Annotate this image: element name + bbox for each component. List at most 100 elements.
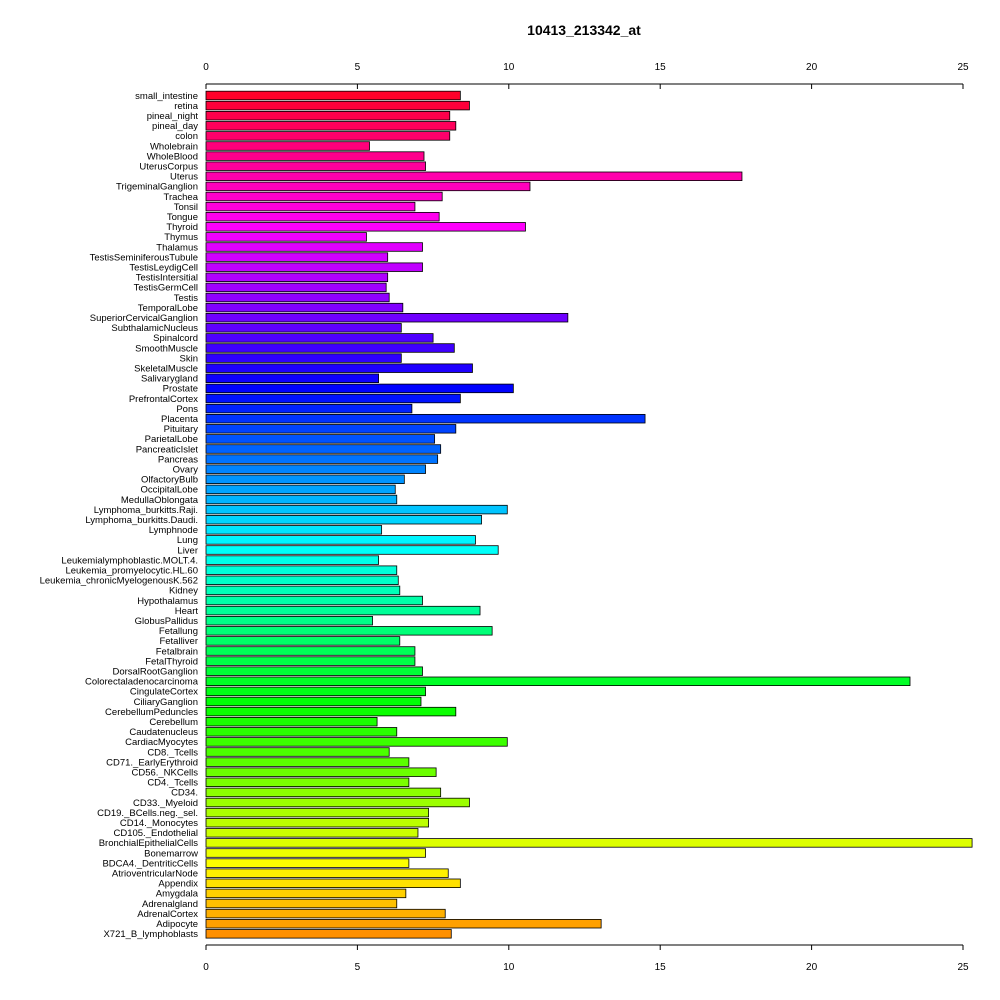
category-label: X721_B_lymphoblasts [103, 929, 198, 940]
bar [205, 616, 373, 626]
bar [205, 222, 526, 232]
category-label: CardiacMyocytes [125, 737, 198, 748]
category-label: CD8._Tcells [147, 747, 198, 758]
category-label: Fetalbrain [156, 646, 198, 657]
category-label: BronchialEpithelialCells [99, 838, 199, 849]
bar [205, 747, 390, 757]
category-label: Thymus [164, 232, 198, 243]
category-label: CD56._NKCells [131, 768, 198, 779]
bar [205, 828, 419, 838]
category-label: CiliaryGanglion [134, 697, 198, 708]
category-label: Ovary [173, 465, 199, 476]
category-label: Pons [176, 404, 198, 415]
bar [205, 737, 508, 747]
category-label: Lymphnode [149, 525, 198, 536]
category-label: Leukemia_promyelocytic.HL.60 [65, 566, 198, 577]
bar [205, 585, 401, 596]
bar [205, 393, 461, 404]
bar [205, 141, 370, 151]
category-label: Caudatenucleus [129, 727, 198, 738]
bar [205, 898, 398, 909]
bar [205, 717, 378, 727]
top-x-axis: 0 5 10 15 20 25 [203, 62, 969, 89]
category-label: Trachea [164, 192, 199, 203]
bar [205, 595, 423, 606]
bar [205, 383, 514, 394]
bar [205, 787, 442, 798]
category-label: Tongue [167, 212, 198, 223]
bar [205, 282, 387, 293]
category-label: CD71._EarlyErythroid [106, 757, 198, 768]
category-label: Prostate [163, 384, 198, 395]
bar [205, 171, 743, 182]
category-label: Adipocyte [156, 919, 198, 930]
category-label: Lung [177, 535, 198, 546]
category-label: SuperiorCervicalGanglion [90, 313, 198, 324]
bar [205, 292, 390, 303]
bar [205, 676, 911, 687]
category-label: Tonsil [174, 202, 198, 213]
category-labels: small_intestineretinapineal_nightpineal_… [40, 91, 199, 940]
category-label: Kidney [169, 586, 198, 597]
bar [205, 434, 436, 444]
category-label: Salivarygland [141, 374, 198, 385]
category-label: Spinalcord [153, 333, 198, 344]
bar [205, 312, 569, 323]
bar [205, 484, 396, 495]
bar [205, 403, 413, 414]
category-label: Hypothalamus [137, 596, 198, 607]
category-label: OlfactoryBulb [141, 475, 198, 486]
bar [205, 323, 402, 333]
bar [205, 211, 440, 222]
bar [205, 848, 426, 858]
category-label: SkeletalMuscle [134, 364, 198, 375]
category-label: Colorectaladenocarcinoma [85, 677, 199, 688]
category-label: GlobusPallidus [135, 616, 199, 627]
bar [205, 515, 482, 525]
bar [205, 525, 383, 535]
bar [205, 818, 429, 828]
bar [205, 807, 429, 818]
category-label: SubthalamicNucleus [111, 323, 198, 334]
bar [205, 181, 531, 192]
bar [205, 727, 398, 737]
category-label: Pituitary [164, 424, 199, 435]
bar [205, 90, 461, 101]
category-label: CD33._Myeloid [133, 798, 198, 809]
x-tick-label: 5 [355, 962, 361, 973]
category-label: pineal_day [152, 121, 198, 132]
category-label: Thyroid [166, 222, 198, 233]
bar [205, 242, 423, 252]
category-label: AdrenalCortex [137, 909, 198, 920]
x-tick-label: 10 [503, 962, 515, 973]
bar [205, 474, 405, 485]
x-tick-label: 20 [806, 962, 818, 973]
category-label: Lymphoma_burkitts.Raji. [94, 505, 198, 516]
category-label: AtrioventricularNode [112, 869, 198, 880]
bar-series [205, 90, 973, 939]
category-label: Thalamus [156, 242, 198, 253]
category-label: SmoothMuscle [135, 343, 198, 354]
bar [205, 232, 367, 242]
bar [205, 929, 452, 939]
category-label: FetalThyroid [145, 656, 198, 667]
category-label: CD19._BCells.neg._sel. [97, 808, 198, 819]
category-label: CD34. [171, 788, 198, 799]
category-label: WholeBlood [147, 151, 198, 162]
bar [205, 868, 449, 878]
bar [205, 878, 461, 889]
bar [205, 504, 508, 515]
bar [205, 333, 434, 343]
bottom-x-axis: 0 5 10 15 20 25 [203, 944, 969, 973]
bar [205, 888, 407, 899]
x-tick-label: 0 [203, 962, 209, 973]
x-tick-label: 25 [957, 62, 969, 73]
x-tick-label: 0 [203, 62, 209, 73]
bar [205, 272, 389, 283]
category-label: Lymphoma_burkitts.Daudi. [85, 515, 198, 526]
category-label: Pancreas [158, 454, 198, 465]
bar [205, 545, 499, 555]
bar [205, 111, 451, 121]
category-label: Adrenalgland [142, 899, 198, 910]
